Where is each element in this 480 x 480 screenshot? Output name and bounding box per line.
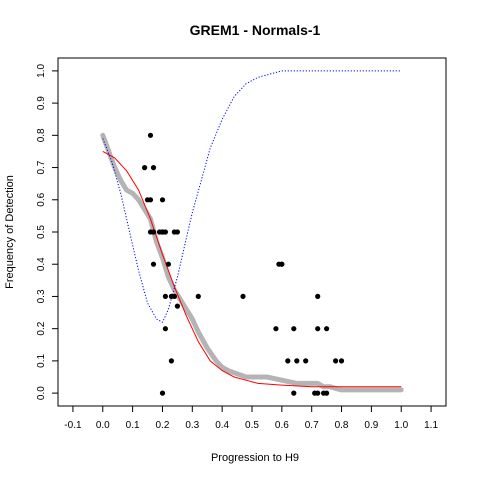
y-axis: 0.0 0.1 0.2 0.3 0.4 0.5 0.6 0.7 0.8 0.9 1.0 (36, 64, 58, 400)
x-axis-label: Progression to H9 (211, 452, 299, 464)
data-point (174, 229, 180, 235)
data-point (312, 390, 318, 396)
y-tick-label: 0.0 (36, 386, 47, 400)
data-point (273, 326, 279, 332)
y-tick-label: 0.7 (36, 160, 47, 174)
data-point (159, 390, 166, 396)
x-tick-label: 0.5 (245, 420, 259, 431)
data-point (165, 261, 171, 267)
smoothed-series-line (100, 132, 404, 393)
data-point (147, 132, 154, 138)
data-point (240, 293, 246, 299)
x-tick-label: 0.8 (335, 420, 349, 431)
x-tick-label: -0.1 (64, 420, 82, 431)
data-point (171, 293, 177, 299)
data-point (142, 165, 148, 171)
x-tick-label: 1.1 (424, 420, 438, 431)
y-tick-label: 0.9 (36, 96, 47, 110)
data-point (294, 358, 300, 364)
fit-series-line (102, 150, 402, 388)
data-point (174, 303, 180, 309)
y-tick-label: 0.6 (36, 192, 47, 206)
data-point (162, 326, 168, 332)
y-tick-label: 1.0 (36, 64, 47, 78)
x-tick-label: 1.0 (394, 420, 408, 431)
y-tick-label: 0.8 (36, 128, 47, 142)
y-tick-label: 0.4 (36, 257, 47, 271)
y-tick-label: 0.3 (36, 289, 47, 303)
x-tick-label: 0.6 (275, 420, 289, 431)
data-point (303, 358, 309, 364)
x-tick-label: 0.4 (215, 420, 229, 431)
data-point (315, 293, 321, 299)
data-point (324, 390, 330, 396)
data-point (159, 229, 166, 235)
y-axis-label: Frequency of Detection (4, 175, 16, 289)
dotted-series-line (102, 70, 402, 323)
chart-title: GREM1 - Normals-1 (190, 22, 321, 38)
data-point (291, 326, 297, 332)
data-point (338, 358, 345, 364)
data-point (150, 165, 157, 171)
y-tick-label: 0.2 (36, 321, 47, 335)
x-tick-label: 0.0 (96, 420, 110, 431)
data-point (315, 326, 321, 332)
x-tick-label: 0.3 (185, 420, 199, 431)
x-axis: -0.1 0.0 0.1 0.2 0.3 0.4 0.5 0.6 0.7 0.8 0.9 1.0 1.1 (64, 406, 438, 431)
data-point (195, 293, 201, 299)
x-tick-label: 0.2 (156, 420, 170, 431)
x-tick-label: 0.1 (126, 420, 140, 431)
x-tick-label: 0.9 (364, 420, 378, 431)
y-tick-label: 0.5 (36, 225, 47, 239)
data-point (291, 390, 297, 396)
data-point (150, 229, 157, 235)
x-tick-label: 0.7 (305, 420, 319, 431)
data-point (150, 261, 157, 267)
data-point (276, 261, 282, 267)
data-point (159, 197, 166, 203)
y-tick-label: 0.1 (36, 354, 47, 368)
series-layer (100, 70, 404, 396)
data-point (147, 197, 154, 203)
data-point (324, 326, 330, 332)
data-point (162, 293, 168, 299)
data-point (333, 358, 339, 364)
data-point (168, 358, 174, 364)
plot-frame (57, 57, 447, 407)
data-point (285, 358, 291, 364)
